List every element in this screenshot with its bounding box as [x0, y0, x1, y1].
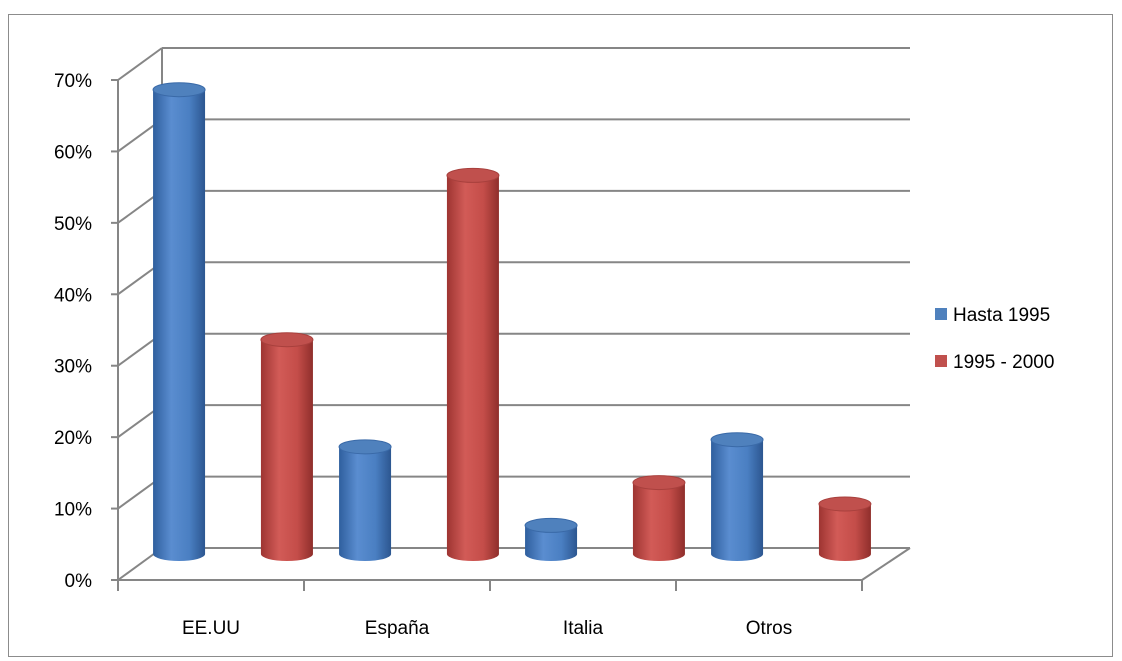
legend-swatch	[935, 308, 947, 320]
y-tick-label: 20%	[54, 428, 92, 449]
bar-body	[260, 339, 313, 561]
bar	[710, 432, 764, 561]
bar-top	[446, 167, 500, 183]
bar-body	[632, 482, 685, 561]
bar	[260, 332, 314, 561]
bar-top	[338, 439, 392, 455]
bar-body	[818, 504, 871, 561]
bar-body	[525, 525, 578, 561]
y-tick-label: 40%	[54, 285, 92, 306]
bar-top	[818, 496, 872, 512]
y-tick-label: 50%	[54, 214, 92, 235]
legend: Hasta 1995 1995 - 2000	[935, 305, 1054, 373]
x-tick-label: España	[365, 618, 430, 639]
floor-right-edge	[861, 547, 911, 581]
bar	[338, 439, 392, 561]
bar-body	[339, 446, 392, 561]
bar	[152, 82, 206, 561]
x-tick-label: Otros	[746, 618, 792, 639]
bar	[632, 475, 686, 561]
y-tick-label: 0%	[65, 571, 93, 592]
bar-top	[632, 475, 686, 491]
bar-top	[152, 82, 206, 98]
legend-label: 1995 - 2000	[953, 352, 1054, 373]
gridline-side	[117, 47, 163, 81]
bar-body	[153, 89, 206, 561]
legend-label: Hasta 1995	[953, 305, 1050, 326]
legend-swatch	[935, 355, 947, 367]
bar	[818, 496, 872, 561]
x-tick-label: EE.UU	[182, 618, 240, 639]
bar-top	[710, 432, 764, 448]
x-tick-label: Italia	[563, 618, 604, 639]
bar	[446, 167, 500, 561]
y-tick-label: 60%	[54, 142, 92, 163]
bar-top	[260, 332, 314, 348]
bar-body	[711, 439, 764, 561]
bar	[524, 517, 578, 561]
bar-top	[524, 517, 578, 533]
y-tick-label: 30%	[54, 357, 92, 378]
y-tick-label: 70%	[54, 71, 92, 92]
bar-body	[446, 175, 499, 561]
bars-group	[152, 82, 872, 561]
y-tick-label: 10%	[54, 500, 92, 521]
